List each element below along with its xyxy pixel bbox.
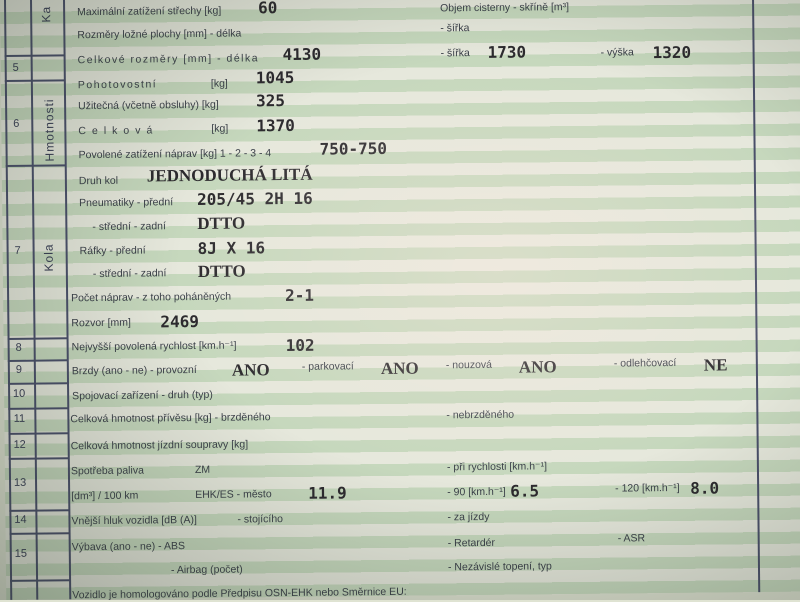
row-divider xyxy=(8,457,69,460)
rafky-zadni-label: - střední - zadní xyxy=(92,267,167,281)
privesu-label: Celková hmotnost přívěsu [kg] - brzděnéh… xyxy=(70,411,271,426)
rychlost-value-field: 102 xyxy=(285,335,315,356)
naprav-zat-value-field: 750-750 xyxy=(319,138,388,159)
pohot-label: Pohotovostní xyxy=(77,78,158,92)
row-number: 7 xyxy=(14,244,21,257)
topeni-label: - Nezávislé topení, typ xyxy=(447,560,552,574)
soupravy-label: Celková hmotnost jízdní soupravy [kg] xyxy=(70,438,249,453)
lozna-sirka-label: - šířka xyxy=(440,22,470,35)
row-divider xyxy=(8,382,69,385)
dm3-label: [dm³] / 100 km xyxy=(71,489,139,503)
r120-label: - 120 [km.h⁻¹] xyxy=(615,481,680,495)
row-number: 10 xyxy=(12,387,26,400)
uzit-label: Užitečná (včetně obsluhy) [kg] xyxy=(78,98,219,113)
row-divider xyxy=(8,432,69,435)
brzdy-nouzova-field: ANO xyxy=(518,357,557,377)
cisterna-label: Objem cisterny - skříně [m³] xyxy=(440,1,570,15)
rozvor-value-field: 2469 xyxy=(160,311,200,332)
naprav-zat-label: Povolené zatížení náprav [kg] 1 - 2 - 3 … xyxy=(78,147,272,162)
row-number: 8 xyxy=(15,341,22,354)
spojovaci-label: Spojovací zařízení - druh (typ) xyxy=(72,388,213,403)
vybava-label: Výbava (ano - ne) - ABS xyxy=(71,540,186,554)
mesto-label: EHK/ES - město xyxy=(195,488,272,501)
section-label-hmotnosti: Hmotnosti xyxy=(42,98,57,162)
row-number: 5 xyxy=(12,61,19,74)
row-number: 11 xyxy=(13,412,26,425)
brzdy-label: Brzdy (ano - ne) - provozní xyxy=(71,363,197,378)
strecha-label: Maximální zatížení střechy [kg] xyxy=(77,4,222,19)
uzit-value-field: 325 xyxy=(255,91,286,111)
druh-kol-label: Druh kol xyxy=(78,174,119,188)
asr-label: - ASR xyxy=(617,532,646,545)
section-label-kola: Kola xyxy=(41,243,56,272)
celkova-value-field: 1370 xyxy=(256,115,295,136)
row-divider xyxy=(5,164,66,167)
celk-delka-value-field: 4130 xyxy=(282,44,322,65)
celk-sirka-value-field: 1730 xyxy=(487,42,527,62)
pri-rychlosti-label: - při rychlosti [km.h⁻¹] xyxy=(446,460,548,474)
spotreba-zm: ZM xyxy=(194,463,211,476)
rozvor-label: Rozvor [mm] xyxy=(71,316,131,330)
row-divider xyxy=(7,359,68,362)
homologace-label: Vozidlo je homologováno podle Předpisu O… xyxy=(72,585,407,602)
row-number: 6 xyxy=(13,117,20,130)
nouzova-label: - nouzová xyxy=(445,358,493,372)
row-divider xyxy=(9,532,70,535)
lozna-delka-label: Rozměry ložné plochy [mm] - délka xyxy=(77,27,242,42)
row-divider xyxy=(8,407,69,410)
pneu-zadni-value-field: DTTO xyxy=(197,213,246,233)
row-divider xyxy=(4,54,65,57)
hluk-label: Vnější hluk vozidla [dB (A)] xyxy=(71,513,198,528)
celkova-label: Celková xyxy=(78,124,159,138)
row-divider xyxy=(9,509,70,512)
rafky-predni-value-field: 8J X 16 xyxy=(197,238,266,258)
druh-kol-value-field: JEDNODUCHÁ LITÁ xyxy=(146,164,313,186)
rafky-zadni-value-field: DTTO xyxy=(197,261,246,281)
retarder-label: - Retardér xyxy=(447,536,496,550)
row-number: 15 xyxy=(14,547,27,560)
celk-sirka-label: - šířka xyxy=(440,47,470,60)
celk-delka-label: Celkové rozměry [mm] - délka xyxy=(77,52,260,67)
za-jizdy-label: - za jízdy xyxy=(447,510,490,524)
brzdy-odlehcovaci-field: NE xyxy=(703,355,728,375)
celkova-unit: [kg] xyxy=(211,122,229,135)
nebrzdeneho-label: - nebrzděného xyxy=(446,408,515,422)
strecha-value-field: 60 xyxy=(257,0,278,18)
brzdy-parkovaci-field: ANO xyxy=(380,358,419,379)
airbag-label: - Airbag (počet) xyxy=(170,563,243,577)
row-number: 13 xyxy=(13,476,27,489)
napravy-value-field: 2-1 xyxy=(285,285,315,306)
r90-value-field: 6.5 xyxy=(510,481,540,501)
section-label-ka: Ka xyxy=(39,5,54,23)
mesto-value-field: 11.9 xyxy=(308,483,347,503)
r120-value-field: 8.0 xyxy=(690,478,720,498)
pohot-unit: [kg] xyxy=(210,77,228,90)
row-divider xyxy=(10,579,71,582)
row-divider xyxy=(7,337,68,340)
brzdy-provozni-field: ANO xyxy=(231,360,270,380)
table-border xyxy=(751,0,760,593)
napravy-label: Počet náprav - z toho poháněných xyxy=(71,290,232,305)
row-number: 12 xyxy=(13,438,26,451)
parkovaci-label: - parkovací xyxy=(301,360,354,373)
row-number: 9 xyxy=(15,363,22,376)
pneu-predni-label: Pneumatiky - přední xyxy=(79,196,174,210)
r90-label: - 90 [km.h⁻¹] xyxy=(447,485,506,499)
pohot-value-field: 1045 xyxy=(255,67,295,88)
row-number: 14 xyxy=(14,513,27,526)
pneu-zadni-label: - střední - zadní xyxy=(92,220,166,234)
odlehcovaci-label: - odlehčovací xyxy=(613,356,677,370)
stojiciho-label: - stojícího xyxy=(237,513,284,526)
rychlost-label: Nejvyšší povolená rychlost [km.h⁻¹] xyxy=(71,339,237,354)
spotreba-label: Spotřeba paliva xyxy=(70,464,144,478)
celk-vyska-value-field: 1320 xyxy=(652,42,692,63)
rafky-predni-label: Ráfky - přední xyxy=(79,244,146,258)
celk-vyska-label: - výška xyxy=(600,46,634,59)
pneu-predni-value-field: 205/45 2H 16 xyxy=(196,188,313,209)
